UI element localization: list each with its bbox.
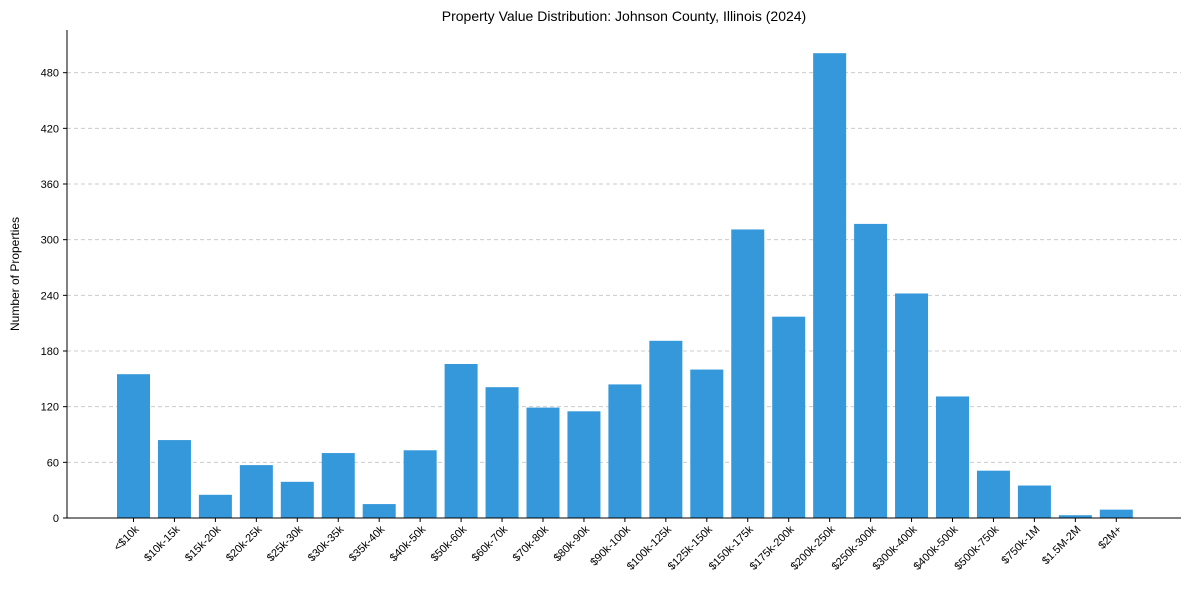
x-tick-label: $30k-35k: [306, 523, 347, 564]
bar: [813, 53, 847, 519]
bar: [321, 453, 355, 518]
bar: [772, 316, 806, 518]
x-tick-label: $60k-70k: [470, 523, 511, 564]
chart-title: Property Value Distribution: Johnson Cou…: [442, 8, 806, 24]
y-tick-label: 420: [41, 123, 59, 135]
x-tick-label: $50k-60k: [429, 523, 470, 564]
x-tick-label: $70k-80k: [511, 523, 552, 564]
bar: [117, 374, 150, 518]
bar: [649, 340, 683, 518]
y-axis-label: Number of Properties: [8, 217, 22, 331]
x-tick-label: $25k-30k: [265, 523, 306, 564]
x-tick-label: $35k-40k: [347, 523, 388, 564]
x-tick-label: $500k-750k: [952, 523, 1001, 572]
x-tick-label: $10k-15k: [142, 523, 183, 564]
bar: [1017, 485, 1051, 518]
bar: [526, 407, 560, 518]
bar: [1058, 515, 1092, 518]
y-tick-label: 60: [47, 457, 59, 469]
y-tick-label: 120: [41, 402, 59, 414]
bar: [731, 229, 765, 518]
bar: [362, 504, 396, 518]
bar: [444, 363, 478, 518]
y-tick-label: 0: [53, 513, 59, 525]
bars: [117, 53, 1133, 519]
bar: [239, 465, 273, 518]
bar: [157, 440, 191, 518]
bar: [608, 384, 642, 518]
x-tick-label: $40k-50k: [388, 523, 429, 564]
bar: [485, 387, 519, 518]
y-tick-label: 300: [41, 235, 59, 247]
y-tick-label: 180: [41, 346, 59, 358]
bar: [280, 481, 314, 518]
y-tick-label: 240: [41, 290, 59, 302]
y-ticks: 0 60 120 180 240 300 360 420 480: [41, 68, 67, 525]
x-tick-label: $15k-20k: [183, 523, 224, 564]
y-tick-label: 480: [41, 68, 59, 80]
x-tick-label: $750k-1M: [999, 524, 1042, 567]
y-tick-label: 360: [41, 179, 59, 191]
bar: [936, 396, 969, 518]
x-tick-label: $2M+: [1096, 524, 1124, 552]
bar: [690, 369, 724, 518]
bar: [854, 223, 888, 519]
bar: [976, 470, 1010, 518]
bar: [567, 411, 601, 518]
x-tick-label: $20k-25k: [224, 523, 265, 564]
axes: [66, 30, 1181, 519]
x-ticks: <$10k $10k-15k $15k-20k $20k-25k $25k-30k $30…: [112, 518, 1124, 573]
x-tick-label: <$10k: [112, 523, 142, 553]
bar: [1099, 509, 1133, 518]
bar: [403, 450, 437, 518]
x-tick-label: $1.5M-2M: [1040, 524, 1084, 568]
x-tick-label: $80k-90k: [552, 523, 593, 564]
bar: [895, 293, 929, 518]
bar: [198, 494, 232, 518]
